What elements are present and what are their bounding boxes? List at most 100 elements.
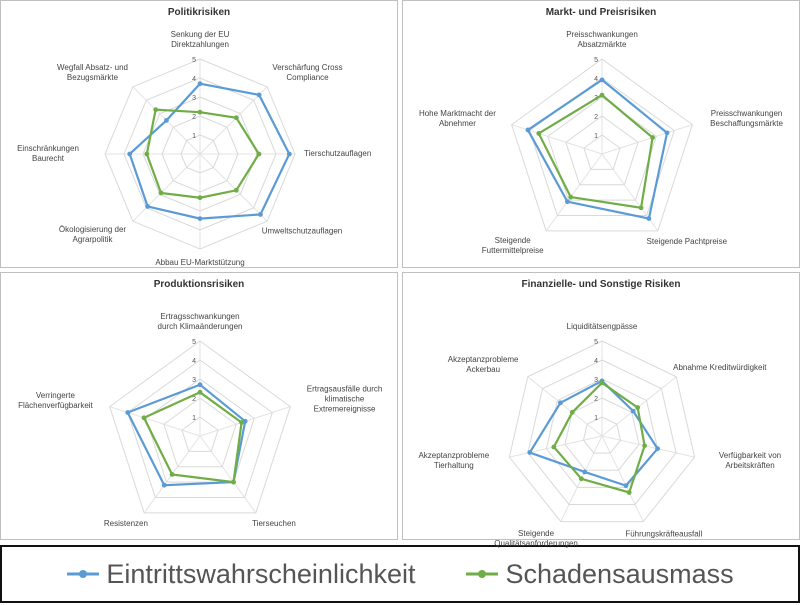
series-point [635, 405, 641, 410]
axis-label: Akzeptanzprobleme Tierhaltung [418, 451, 490, 471]
axis-label: Einschränkungen Baurecht [17, 144, 79, 163]
spoke [199, 86, 268, 155]
tick-label: 4 [594, 76, 598, 83]
series-point [599, 77, 605, 83]
legend: Eintrittswahrscheinlichkeit Schadensausma… [0, 545, 800, 603]
series-point [197, 216, 203, 222]
grid-ring [180, 134, 220, 174]
series-line [142, 391, 243, 484]
series-line [552, 381, 646, 494]
axis-label: Ertragsschwankungen durch Klimaänderunge… [157, 312, 243, 331]
chart-title: Markt- und Preisrisiken [545, 7, 657, 18]
grid-ring [511, 58, 693, 232]
series-point [197, 109, 203, 115]
series-point [642, 443, 648, 449]
series-line [526, 78, 669, 220]
series-point [141, 415, 147, 421]
axis-label: Preisschwankungen Absatzmärkte [566, 30, 638, 49]
chart-title: Produktionsrisiken [153, 279, 245, 290]
tick-label: 5 [192, 57, 196, 64]
tick-label: 4 [192, 358, 196, 365]
spoke [527, 376, 603, 437]
spoke [511, 124, 603, 155]
series-point [655, 446, 660, 452]
spoke [601, 435, 644, 522]
spoke [132, 153, 201, 222]
grid-ring [109, 340, 291, 514]
tick-label: 1 [594, 133, 598, 140]
grid-ring [564, 397, 640, 471]
grid-ring [181, 416, 219, 452]
series-point [525, 127, 531, 133]
tick-label: 3 [192, 377, 196, 384]
legend-label: Eintrittswahrscheinlichkeit [106, 558, 416, 589]
series-point [239, 420, 244, 425]
axis-label: Preisschwankungen Beschaffungsmärkte [710, 108, 783, 128]
chart-panel: 1 2 3 4 5 Markt- und Preisrisiken Preisschwank… [402, 0, 800, 268]
axis-label: Verringerte Flächenverfügbarkeit [18, 390, 93, 410]
series-point [158, 190, 164, 196]
series-point [144, 151, 150, 157]
tick-label: 2 [192, 114, 196, 121]
grid-ring [127, 359, 273, 498]
spoke [109, 406, 201, 437]
spoke [199, 153, 268, 222]
axis-label: Führungskräfteausfall [625, 529, 703, 539]
axis-label: Tierschutzauflagen [304, 149, 372, 158]
series-line [528, 379, 659, 487]
series-point [558, 400, 563, 406]
series-point [568, 194, 574, 200]
grid-ring [582, 416, 622, 454]
grid-ring [142, 96, 258, 212]
chart-panel: 1 2 3 4 5 Politikrisiken Senkung der EU Direkt… [0, 0, 398, 268]
tick-label: 5 [594, 57, 598, 64]
axis-label: Abnahme Kreditwürdigkeit [673, 363, 767, 373]
series-line [537, 93, 654, 210]
series-point [145, 203, 151, 209]
spoke [601, 124, 693, 155]
legend-item: Schadensausmass [465, 559, 734, 590]
chart-title: Finanzielle- und Sonstige Risiken [521, 279, 681, 290]
axis-label: Steigende Futtermittelpreise [481, 236, 544, 256]
series-point [197, 195, 203, 201]
series-point [630, 408, 636, 414]
axis-label: Tierseuchen [252, 519, 296, 529]
series-point [169, 472, 175, 477]
series-point [231, 479, 236, 485]
series-point [153, 107, 159, 113]
series-point [233, 115, 239, 121]
axis-label: Ökologisierung der Agrarpolitik [58, 224, 127, 244]
axis-label: Ertragsausfälle durch klimatische Extrem… [306, 384, 383, 414]
axis-label: Senkung der EU Direktzahlungen [170, 30, 230, 49]
grid-ring [527, 359, 677, 505]
series-point [125, 410, 131, 415]
series-point [599, 92, 605, 98]
series-point [569, 409, 575, 415]
axis-label: Steigende Pachtpreise [646, 237, 728, 247]
axis-label: Wegfall Absatz- und Bezugsmärkte [56, 63, 129, 83]
axis-label: Steigende Qualitätsanforderungen [494, 528, 578, 548]
axis-label: Abbau EU-Marktstützung [155, 258, 245, 267]
series-point [258, 212, 263, 217]
series-point [197, 81, 203, 87]
tick-label: 3 [192, 95, 196, 102]
series-point [582, 469, 588, 475]
spoke [601, 435, 695, 458]
grid-ring [583, 134, 621, 170]
grid-ring [565, 115, 639, 186]
axis-label: Hohe Marktmacht der Abnehmer [418, 108, 496, 128]
series-line [126, 383, 247, 487]
series-point [256, 92, 262, 98]
tick-label: 4 [594, 358, 598, 365]
series-point [286, 151, 292, 157]
series-point [256, 151, 262, 157]
tick-label: 1 [192, 133, 196, 140]
axis-label: Resistenzen [103, 519, 148, 529]
series-point [164, 118, 169, 123]
tick-label: 1 [192, 415, 196, 422]
series-point [638, 205, 644, 211]
spoke [199, 435, 257, 514]
